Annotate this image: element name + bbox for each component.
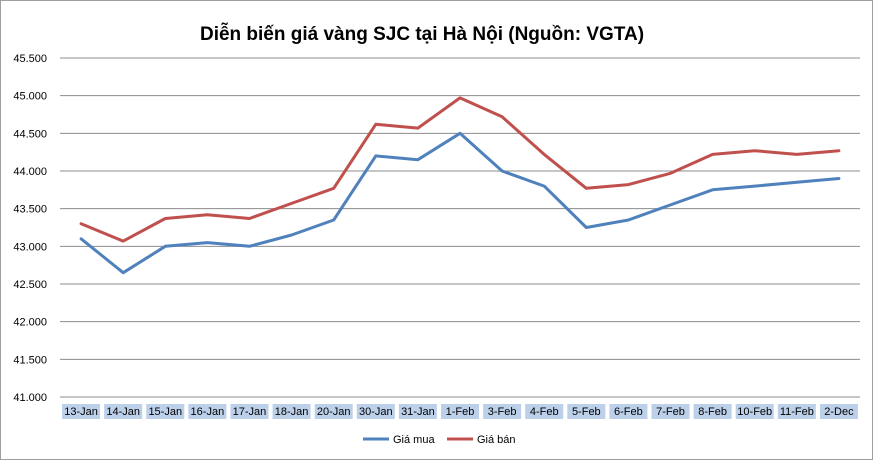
x-tick-label: 10-Feb (737, 406, 772, 418)
x-tick-label: 13-Jan (64, 406, 98, 418)
x-tick-highlight (567, 404, 606, 419)
x-tick-label: 14-Jan (106, 406, 140, 418)
x-tick-label: 20-Jan (317, 406, 351, 418)
legend-label: Giá mua (393, 434, 435, 446)
x-tick-highlight (230, 404, 269, 419)
series-line-2 (79, 96, 841, 243)
y-tick-label: 44.000 (13, 166, 47, 178)
legend: Giá mua Giá bán (363, 434, 516, 446)
x-tick-label: 8-Feb (698, 406, 727, 418)
x-tick-highlight (819, 404, 858, 419)
x-tick-label: 3-Feb (488, 406, 517, 418)
x-tick-label: 15-Jan (148, 406, 182, 418)
x-tick-highlight (314, 404, 353, 419)
y-tick-label: 42.500 (13, 279, 47, 291)
x-tick-label: 31-Jan (401, 406, 435, 418)
x-tick-highlight (693, 404, 732, 419)
x-tick-highlight (188, 404, 227, 419)
gridlines (60, 57, 860, 398)
y-tick-label: 43.000 (13, 241, 47, 253)
x-tick-highlight (735, 404, 774, 419)
series-line-1 (79, 131, 841, 275)
y-tick-label: 45.500 (13, 53, 47, 65)
x-tick-label: 6-Feb (614, 406, 643, 418)
x-tick-label: 1-Feb (446, 406, 475, 418)
x-tick-highlight (777, 404, 816, 419)
y-tick-label: 44.500 (13, 128, 47, 140)
x-tick-label: 2-Dec (824, 406, 854, 418)
x-tick-highlight (272, 404, 311, 419)
y-tick-label: 42.000 (13, 317, 47, 329)
x-tick-highlight (609, 404, 648, 419)
x-tick-label: 18-Jan (275, 406, 309, 418)
y-tick-label: 41.000 (13, 392, 47, 404)
x-tick-label: 5-Feb (572, 406, 601, 418)
chart-title: Diễn biến giá vàng SJC tại Hà Nội (Nguồn… (200, 23, 644, 45)
legend-label: Giá bán (477, 434, 516, 446)
x-tick-label: 4-Feb (530, 406, 559, 418)
x-tick-highlight (104, 404, 143, 419)
x-tick-label: 16-Jan (191, 406, 225, 418)
x-tick-highlight (398, 404, 437, 419)
x-axis: 13-Jan 14-Jan 15-Jan 16-Jan 17-Jan 18-Jan 20-J… (62, 404, 858, 419)
y-axis: 41.000 41.500 42.000 42.500 43.000 43.500 44.0… (13, 53, 47, 404)
x-tick-label: 17-Jan (233, 406, 267, 418)
x-tick-highlight (146, 404, 185, 419)
x-tick-highlight (483, 404, 522, 419)
series-lines (79, 96, 841, 275)
y-tick-label: 41.500 (13, 354, 47, 366)
x-tick-highlight (62, 404, 101, 419)
x-tick-highlight (651, 404, 690, 419)
x-tick-highlight (525, 404, 564, 419)
x-tick-highlight (356, 404, 395, 419)
x-tick-label: 7-Feb (656, 406, 685, 418)
x-tick-highlight (441, 404, 479, 419)
x-tick-label: 11-Feb (780, 406, 814, 418)
x-tick-label: 30-Jan (359, 406, 393, 418)
y-tick-label: 43.500 (13, 204, 47, 216)
y-tick-label: 45.000 (13, 91, 47, 103)
